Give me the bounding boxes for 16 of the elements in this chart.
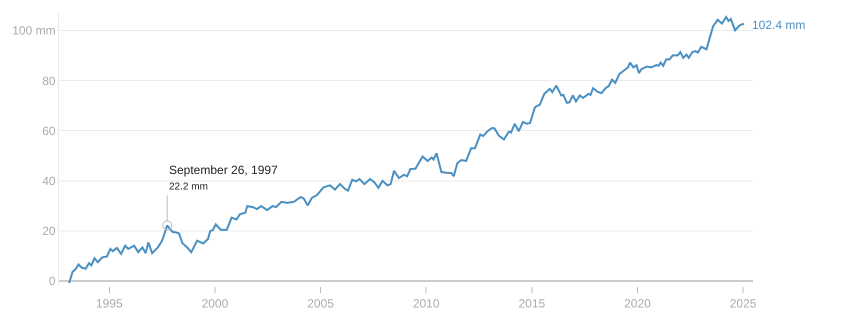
x-tick-label: 2005 (307, 296, 334, 310)
x-tick-label: 2010 (412, 296, 440, 310)
y-tick-label: 80 (42, 74, 56, 88)
y-tick-label: 40 (42, 174, 56, 188)
y-tick-label: 100 mm (12, 24, 56, 38)
x-tick-label: 1995 (96, 296, 123, 310)
x-tick-label: 2000 (202, 296, 229, 310)
annotation: 102.4 mm (752, 18, 806, 32)
y-tick-label: 60 (42, 124, 56, 138)
line-series (68, 16, 745, 284)
x-tick-label: 2015 (518, 296, 546, 310)
y-tick-label: 0 (48, 274, 56, 288)
x-tick-label: 2025 (730, 296, 757, 310)
y-tick-label: 20 (42, 224, 56, 238)
annotation: September 26, 1997 22.2 mm (169, 163, 278, 193)
x-tick-label: 2020 (624, 296, 652, 310)
